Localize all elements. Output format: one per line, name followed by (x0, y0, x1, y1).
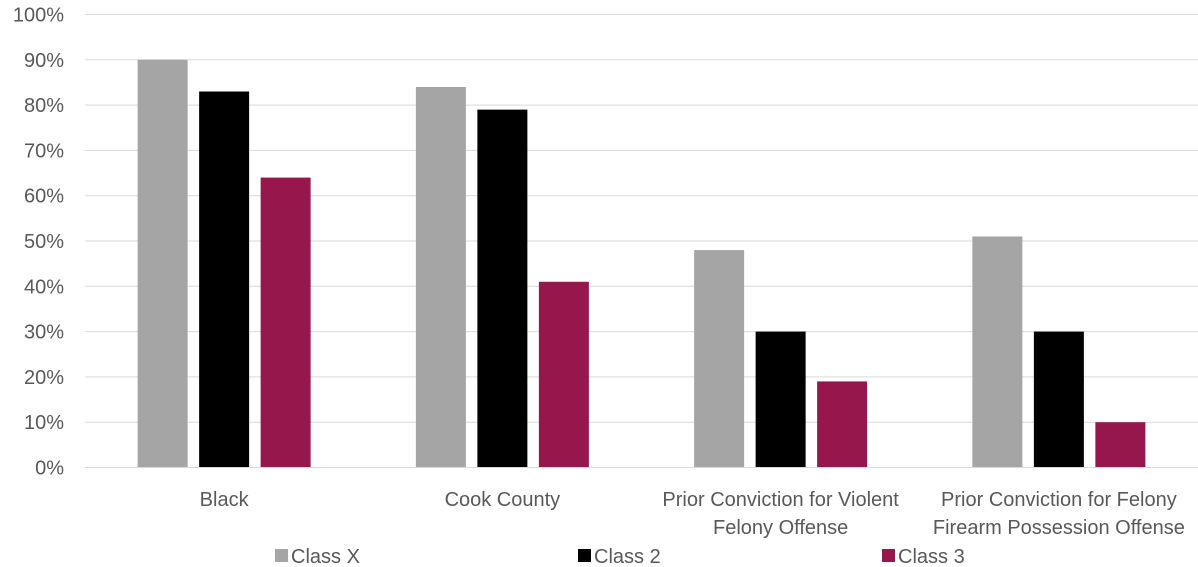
legend-swatch (882, 549, 895, 562)
y-tick-label: 0% (35, 458, 64, 480)
bar-class-3 (817, 381, 868, 468)
bar-class-x (137, 59, 188, 468)
y-tick-label: 30% (24, 322, 64, 344)
bar-class-3 (1095, 422, 1146, 468)
gridlines (85, 14, 1198, 423)
bar-class-2 (477, 109, 528, 468)
legend-label: Class X (291, 546, 360, 567)
legend-swatch (275, 549, 288, 562)
y-tick-label: 70% (24, 140, 64, 162)
category-labels: Black Cook County Prior Conviction for Vio… (200, 489, 1185, 539)
bar-class-2 (755, 331, 806, 468)
bar-class-3 (538, 281, 589, 468)
category-label: Firearm Possession Offense (933, 517, 1185, 539)
bar-class-x (415, 86, 466, 468)
bar-class-x (694, 250, 745, 468)
legend: Class X Class 2 Class 3 (275, 546, 965, 567)
y-tick-label: 50% (24, 231, 64, 253)
y-axis-ticks: 0% 10% 20% 30% 40% 50% 60% 70% 80% 90% 100% (13, 5, 64, 480)
bar-class-2 (199, 91, 250, 468)
bar-class-2 (1033, 331, 1084, 468)
bars (137, 59, 1146, 468)
category-label: Felony Offense (713, 517, 848, 539)
y-tick-label: 40% (24, 276, 64, 298)
y-tick-label: 90% (24, 50, 64, 72)
y-tick-label: 80% (24, 95, 64, 117)
legend-label: Class 2 (594, 546, 661, 567)
legend-label: Class 3 (898, 546, 965, 567)
category-label: Cook County (445, 489, 561, 511)
y-tick-label: 20% (24, 367, 64, 389)
bar-class-3 (260, 177, 311, 468)
legend-swatch (578, 549, 591, 562)
y-tick-label: 60% (24, 186, 64, 208)
y-tick-label: 10% (24, 412, 64, 434)
category-label: Prior Conviction for Felony (941, 489, 1177, 511)
bar-class-x (972, 236, 1023, 468)
category-label: Black (200, 489, 250, 511)
y-tick-label: 100% (13, 5, 64, 27)
category-label: Prior Conviction for Violent (662, 489, 899, 511)
